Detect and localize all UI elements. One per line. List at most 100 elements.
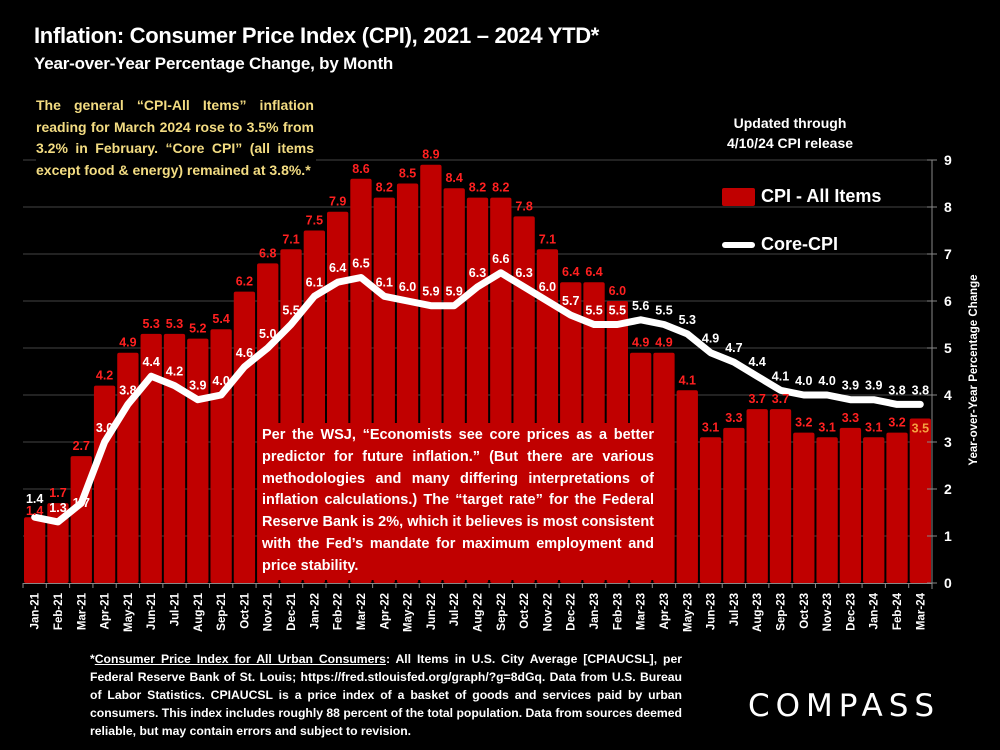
x-label-Jun-21: Jun-21 [146, 592, 158, 630]
core-label-Oct-22: 6.3 [515, 266, 532, 280]
legend-swatch-line-icon [722, 241, 755, 248]
bar-label-Aug-21: 5.2 [189, 322, 206, 336]
core-label-Oct-23: 4.0 [795, 374, 812, 388]
x-label-Jun-22: Jun-22 [426, 593, 438, 630]
y-tick-label-5: 5 [944, 340, 952, 356]
x-label-Feb-24: Feb-24 [892, 592, 904, 630]
core-label-Jan-23: 5.5 [585, 304, 602, 318]
bar-label-Jan-21: 1.4 [26, 504, 43, 518]
core-label-Nov-23: 4.0 [818, 374, 835, 388]
core-label-Jan-24: 3.9 [865, 379, 882, 393]
compass-logo: COMPASS [748, 688, 941, 724]
core-label-Feb-21: 1.3 [49, 501, 66, 515]
x-label-Mar-22: Mar-22 [356, 593, 368, 630]
bar-label-Jan-23: 6.4 [585, 265, 602, 279]
y-axis-title: Year-over-Year Percentage Change [968, 274, 980, 466]
core-label-Dec-21: 5.5 [282, 304, 299, 318]
x-label-Dec-23: Dec-23 [845, 593, 857, 631]
bar-label-Sep-22: 8.2 [492, 181, 509, 195]
core-label-Mar-23: 5.6 [632, 299, 649, 313]
bar-label-Dec-22: 6.4 [562, 265, 579, 279]
x-label-Sep-21: Sep-21 [216, 592, 228, 630]
core-label-Jun-22: 5.9 [422, 285, 439, 299]
x-label-Aug-23: Aug-23 [752, 593, 764, 632]
bar-label-Jul-21: 5.3 [166, 317, 183, 331]
y-axis: 0 1 2 3 4 5 6 7 8 9 [927, 152, 952, 591]
bar-Mar-24 [909, 418, 931, 583]
core-label-Mar-21: 1.7 [73, 496, 90, 510]
x-label-Oct-22: Oct-22 [519, 593, 531, 629]
core-label-Feb-24: 3.8 [888, 383, 905, 397]
footnote-link[interactable]: Consumer Price Index for All Urban Consu… [94, 652, 386, 666]
bar-Jun-23 [699, 437, 722, 583]
core-label-Aug-23: 4.4 [748, 355, 765, 369]
y-tick-label-1: 1 [944, 528, 952, 544]
bar-Oct-21 [233, 291, 256, 583]
core-label-Sep-23: 4.1 [772, 369, 789, 383]
bar-Jan-24 [863, 437, 885, 583]
legend-label-cpi: CPI - All Items [761, 186, 882, 206]
x-label-Apr-23: Apr-23 [659, 593, 671, 629]
core-label-Nov-21: 5.0 [259, 327, 276, 341]
x-label-Oct-21: Oct-21 [239, 592, 251, 628]
x-label-May-23: May-23 [682, 593, 694, 632]
bar-label-May-23: 4.1 [679, 373, 696, 387]
bar-Sep-23 [769, 409, 792, 583]
x-label-Jan-23: Jan-23 [589, 593, 601, 629]
legend-label-core: Core-CPI [761, 234, 839, 254]
bar-label-Feb-22: 7.9 [329, 195, 346, 209]
bar-Feb-24 [886, 432, 908, 583]
core-label-May-23: 5.3 [679, 313, 696, 327]
x-label-Jun-23: Jun-23 [706, 593, 718, 630]
core-label-Dec-22: 5.7 [562, 294, 579, 308]
updated-note: Updated through 4/10/24 CPI release [720, 113, 860, 153]
summary-note: The general “CPI-All Items” inflation re… [36, 95, 316, 181]
core-label-Apr-21: 3.0 [96, 421, 113, 435]
bar-label-Feb-24: 3.2 [888, 416, 905, 430]
bar-label-Jun-23: 3.1 [702, 420, 719, 434]
bar-label-Jan-22: 7.5 [306, 214, 323, 228]
x-label-Apr-22: Apr-22 [379, 593, 391, 629]
bar-Oct-23 [793, 432, 815, 583]
updated-line-1: Updated through [733, 115, 847, 131]
core-label-Mar-22: 6.5 [352, 257, 369, 271]
wsj-note: Per the WSJ, “Economists see core prices… [262, 423, 654, 580]
x-label-Sep-23: Sep-23 [776, 593, 788, 631]
x-label-Jan-24: Jan-24 [869, 592, 881, 629]
core-label-Aug-21: 3.9 [189, 379, 206, 393]
x-label-Feb-22: Feb-22 [333, 593, 345, 630]
x-label-Nov-21: Nov-21 [263, 592, 275, 631]
x-label-Nov-23: Nov-23 [822, 593, 834, 631]
y-tick-label-6: 6 [944, 293, 952, 309]
y-tick-label-2: 2 [944, 481, 952, 497]
bar-label-Aug-22: 8.2 [469, 181, 486, 195]
legend-item-cpi: CPI - All Items [722, 186, 881, 207]
bar-Aug-21 [187, 338, 209, 583]
legend-swatch-bar-icon [722, 187, 755, 206]
bar-label-May-22: 8.5 [399, 167, 416, 181]
core-label-Jan-22: 6.1 [306, 275, 323, 289]
bar-label-Sep-21: 5.4 [212, 312, 229, 326]
x-label-Feb-23: Feb-23 [612, 593, 624, 630]
bar-label-Mar-21: 2.7 [73, 439, 90, 453]
bar-label-Apr-21: 4.2 [96, 369, 113, 383]
x-label-Dec-22: Dec-22 [566, 593, 578, 631]
core-label-Jan-21: 1.4 [26, 492, 43, 506]
core-label-Jun-21: 4.4 [142, 355, 159, 369]
core-label-May-22: 6.0 [399, 280, 416, 294]
core-label-Apr-23: 5.5 [655, 304, 672, 318]
updated-line-2: 4/10/24 CPI release [726, 135, 854, 151]
x-label-Jul-21: Jul-21 [170, 592, 182, 626]
x-label-Sep-22: Sep-22 [496, 593, 508, 631]
bar-Nov-23 [816, 437, 838, 583]
bar-Dec-23 [839, 427, 862, 583]
footnote: *Consumer Price Index for All Urban Cons… [90, 650, 682, 740]
bar-Jul-23 [723, 427, 745, 583]
x-label-May-22: May-22 [403, 593, 415, 632]
core-label-Feb-23: 5.5 [609, 304, 626, 318]
x-label-Oct-23: Oct-23 [799, 593, 811, 629]
core-label-Nov-22: 6.0 [539, 280, 556, 294]
x-label-Apr-21: Apr-21 [100, 592, 112, 629]
bar-label-Mar-24: 3.5 [912, 422, 929, 436]
bar-label-Nov-23: 3.1 [818, 420, 835, 434]
